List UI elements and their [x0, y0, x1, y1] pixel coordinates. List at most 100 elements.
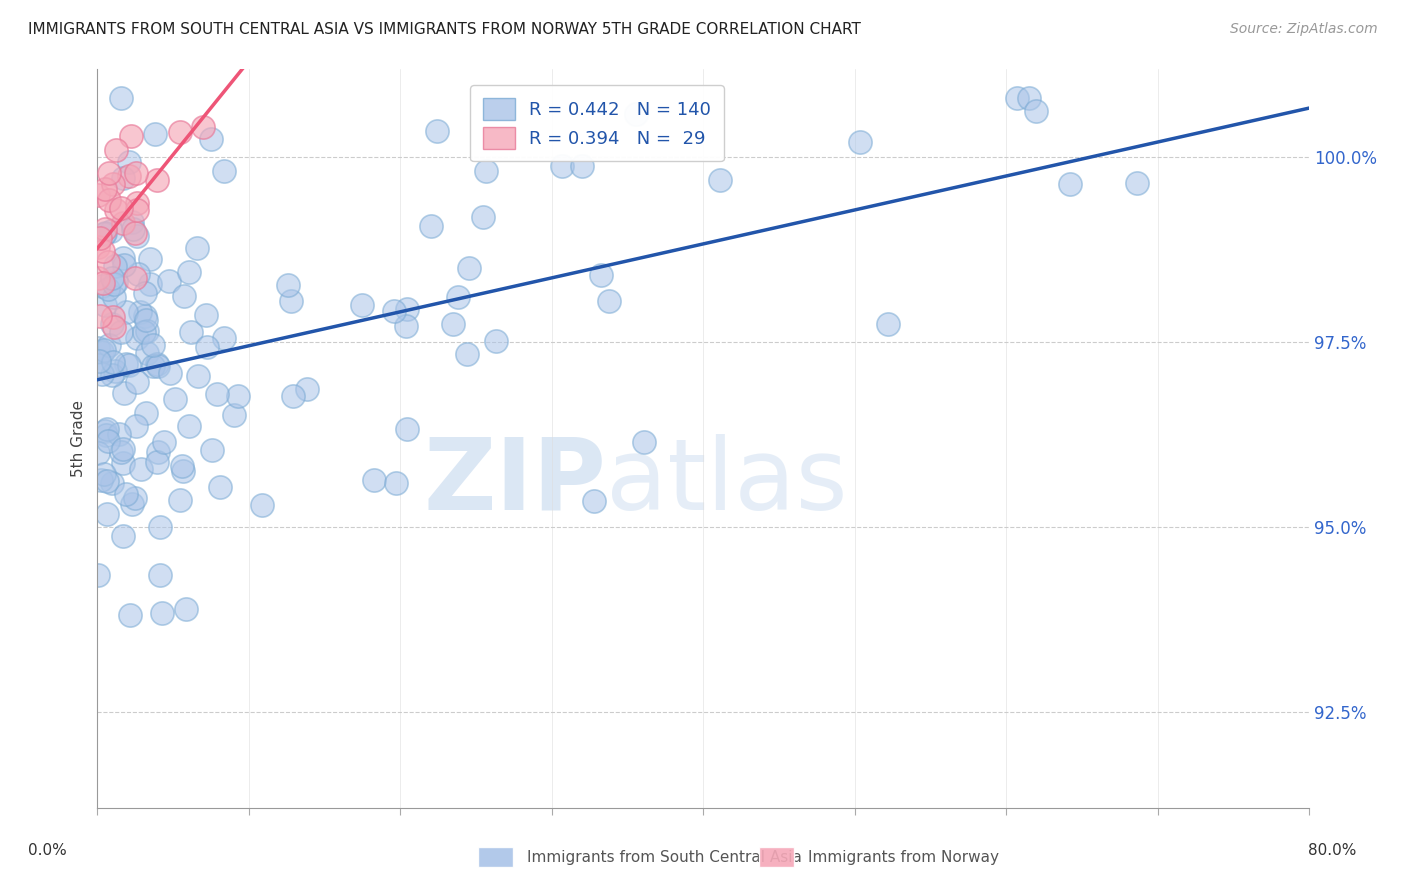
Point	[441, 317, 464, 331]
Point	[146, 454, 169, 468]
Point	[110, 445, 132, 459]
Text: 80.0%: 80.0%	[1309, 843, 1357, 858]
Point	[125, 196, 148, 211]
Point	[149, 519, 172, 533]
Point	[110, 325, 132, 339]
Point	[118, 607, 141, 622]
Point	[598, 294, 620, 309]
Point	[146, 173, 169, 187]
Point	[384, 476, 406, 491]
Point	[456, 347, 478, 361]
Point	[104, 275, 127, 289]
Point	[186, 241, 208, 255]
Point	[152, 434, 174, 449]
Point	[103, 290, 125, 304]
Point	[94, 424, 117, 438]
Point	[165, 392, 187, 406]
Point	[98, 166, 121, 180]
Point	[174, 601, 197, 615]
Point	[382, 303, 405, 318]
Point	[583, 494, 606, 508]
Point	[485, 334, 508, 348]
Point	[122, 221, 145, 235]
Legend: R = 0.442   N = 140, R = 0.394   N =  29: R = 0.442 N = 140, R = 0.394 N = 29	[470, 85, 724, 161]
Point	[118, 358, 141, 372]
Point	[127, 376, 149, 390]
Point	[295, 382, 318, 396]
Point	[94, 298, 117, 312]
Point	[212, 164, 235, 178]
Point	[280, 293, 302, 308]
Point	[90, 367, 112, 381]
Text: atlas: atlas	[606, 434, 848, 531]
Point	[101, 475, 124, 490]
Point	[111, 529, 134, 543]
Point	[177, 419, 200, 434]
Point	[115, 487, 138, 501]
Point	[1018, 91, 1040, 105]
Point	[127, 202, 149, 217]
Point	[135, 406, 157, 420]
Point	[103, 277, 125, 291]
Point	[159, 366, 181, 380]
Text: ZIP: ZIP	[423, 434, 606, 531]
Point	[396, 422, 419, 436]
Point	[283, 389, 305, 403]
Point	[131, 462, 153, 476]
Point	[101, 354, 124, 368]
Point	[475, 164, 498, 178]
Point	[100, 317, 122, 331]
Point	[121, 215, 143, 229]
Point	[212, 331, 235, 345]
Point	[114, 304, 136, 318]
Point	[100, 224, 122, 238]
Point	[110, 91, 132, 105]
Point	[169, 125, 191, 139]
Point	[447, 290, 470, 304]
Point	[90, 345, 112, 359]
Point	[89, 309, 111, 323]
Point	[135, 313, 157, 327]
Point	[103, 319, 125, 334]
Point	[97, 337, 120, 351]
Point	[134, 286, 156, 301]
Point	[87, 446, 110, 460]
Point	[105, 203, 128, 218]
Point	[172, 459, 194, 474]
Point	[91, 244, 114, 259]
Point	[209, 479, 232, 493]
Point	[395, 319, 418, 334]
Point	[97, 434, 120, 449]
Point	[180, 326, 202, 340]
Point	[112, 251, 135, 265]
Point	[112, 171, 135, 186]
Point	[148, 444, 170, 458]
Point	[177, 265, 200, 279]
Point	[112, 258, 135, 272]
Point	[1059, 177, 1081, 191]
Point	[127, 331, 149, 345]
Point	[87, 187, 110, 202]
Point	[97, 255, 120, 269]
Point	[138, 252, 160, 266]
Point	[145, 357, 167, 371]
Point	[120, 128, 142, 143]
Point	[110, 202, 132, 216]
Point	[396, 302, 419, 317]
Point	[96, 507, 118, 521]
Point	[472, 210, 495, 224]
Point	[877, 317, 900, 331]
Point	[117, 169, 139, 183]
Point	[93, 343, 115, 357]
Point	[101, 177, 124, 191]
Point	[89, 230, 111, 244]
Point	[124, 226, 146, 240]
Point	[94, 226, 117, 240]
Point	[125, 418, 148, 433]
Point	[709, 173, 731, 187]
Point	[135, 324, 157, 338]
Point	[589, 268, 612, 283]
Point	[1025, 103, 1047, 118]
Point	[1005, 91, 1028, 105]
Point	[157, 274, 180, 288]
